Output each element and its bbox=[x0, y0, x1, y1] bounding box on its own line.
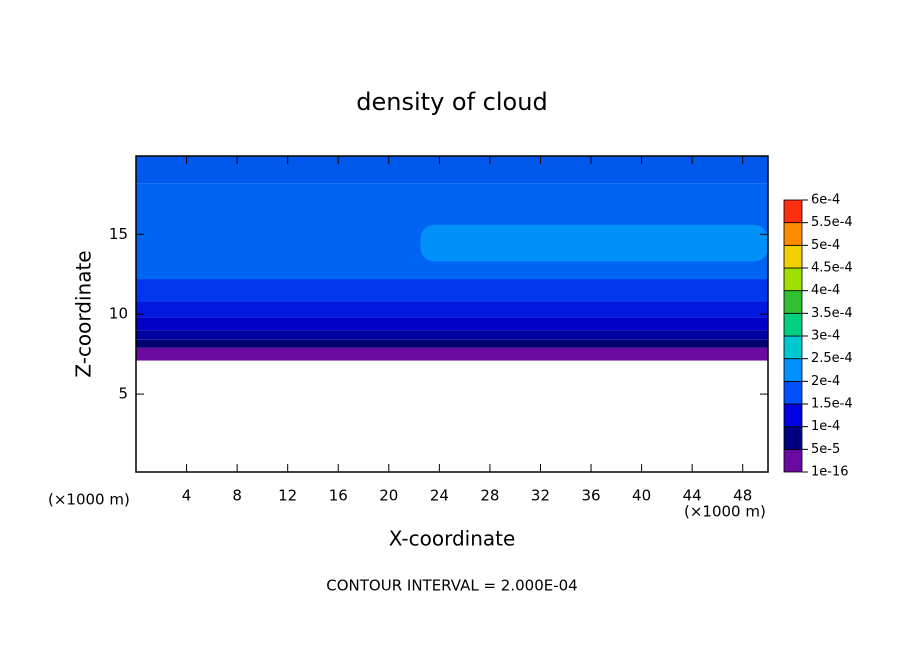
colorbar-swatch bbox=[783, 403, 803, 428]
x-tick-label: 4 bbox=[182, 487, 192, 505]
x-tick-label: 36 bbox=[581, 487, 600, 505]
x-axis-label: X-coordinate bbox=[389, 527, 516, 551]
colorbar-label: 5e-5 bbox=[811, 442, 840, 457]
colorbar-label: 3.5e-4 bbox=[811, 306, 853, 321]
colorbar-label: 1e-16 bbox=[811, 465, 849, 480]
x-tick-label: 24 bbox=[430, 487, 449, 505]
x-tick-label: 16 bbox=[329, 487, 348, 505]
y-tick-label: 5 bbox=[118, 385, 128, 403]
y-axis-label: Z-coordinate bbox=[72, 250, 96, 377]
colorbar-swatch bbox=[783, 199, 803, 224]
colorbar-swatch bbox=[783, 426, 803, 450]
x-tick-label: 44 bbox=[683, 487, 702, 505]
colorbar-label: 2e-4 bbox=[811, 374, 840, 389]
colorbar-label: 5e-4 bbox=[811, 238, 840, 253]
colorbar-label: 2.5e-4 bbox=[811, 351, 853, 366]
x-tick-label: 28 bbox=[480, 487, 499, 505]
contour-region bbox=[420, 224, 768, 262]
x-tick-label: 40 bbox=[632, 487, 651, 505]
annotation: CONTOUR INTERVAL = 2.000E-04 bbox=[326, 577, 577, 595]
contour-region bbox=[136, 301, 768, 318]
x-unit-label: (×1000 m) bbox=[684, 503, 766, 521]
colorbar-swatch bbox=[783, 358, 803, 382]
x-tick-label: 12 bbox=[278, 487, 297, 505]
colorbar-swatch bbox=[783, 244, 803, 269]
y-tick-label: 15 bbox=[109, 225, 128, 243]
contour-region bbox=[136, 279, 768, 302]
colorbar-label: 1e-4 bbox=[811, 419, 840, 434]
colorbar-swatch bbox=[783, 290, 803, 314]
x-tick-label: 8 bbox=[232, 487, 242, 505]
contour-region bbox=[136, 330, 768, 340]
colorbar-swatch bbox=[783, 448, 803, 473]
y-tick-label: 10 bbox=[109, 305, 128, 323]
colorbar-swatch bbox=[783, 222, 803, 246]
colorbar-swatch bbox=[783, 380, 803, 405]
x-tick-label: 32 bbox=[531, 487, 550, 505]
contour-region bbox=[136, 339, 768, 348]
x-tick-label: 48 bbox=[733, 487, 752, 505]
x-unit-label: (×1000 m) bbox=[48, 491, 130, 509]
colorbar-label: 5.5e-4 bbox=[811, 215, 853, 230]
contour-region bbox=[136, 317, 768, 331]
contour-region bbox=[136, 156, 768, 184]
contour-region bbox=[136, 347, 768, 361]
colorbar-label: 1.5e-4 bbox=[811, 397, 853, 412]
colorbar-label: 4e-4 bbox=[811, 283, 840, 298]
colorbar-swatch bbox=[783, 267, 803, 292]
chart-title: density of cloud bbox=[356, 88, 547, 116]
colorbar-swatch bbox=[783, 335, 803, 360]
colorbar-label: 4.5e-4 bbox=[811, 261, 853, 276]
colorbar-swatch bbox=[783, 312, 803, 337]
x-tick-label: 20 bbox=[379, 487, 398, 505]
colorbar-label: 6e-4 bbox=[811, 193, 840, 208]
colorbar-label: 3e-4 bbox=[811, 329, 840, 344]
